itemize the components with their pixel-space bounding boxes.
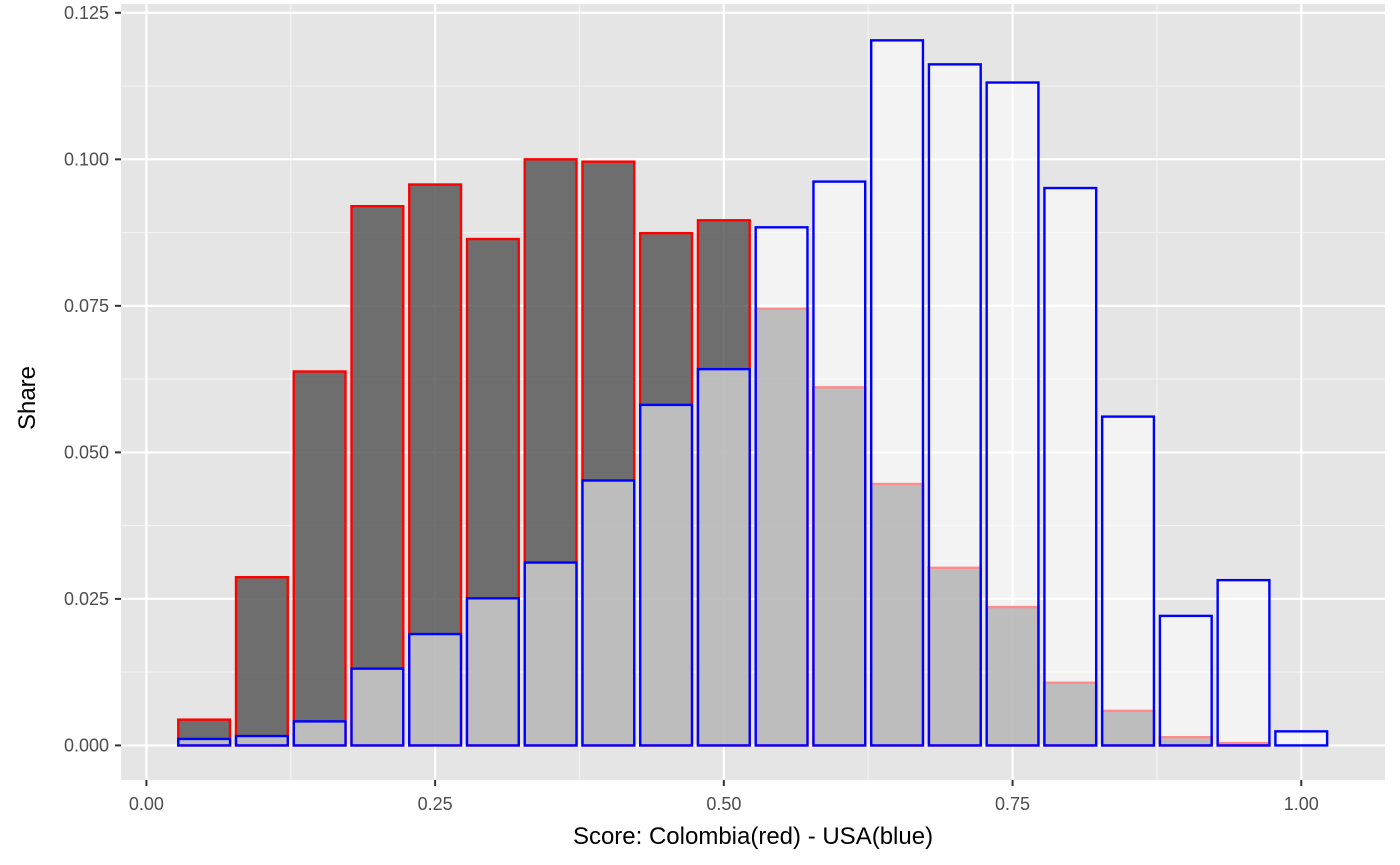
usa-bar xyxy=(350,667,405,747)
usa-bar xyxy=(639,403,694,747)
x-tick-label: 1.00 xyxy=(1284,794,1319,814)
usa-series xyxy=(177,39,1329,747)
usa-bar xyxy=(408,632,463,747)
usa-bar xyxy=(1100,415,1156,747)
usa-bar xyxy=(869,39,925,747)
usa-bar xyxy=(581,479,636,747)
usa-bar xyxy=(927,63,982,747)
x-tick-label: 0.75 xyxy=(995,794,1030,814)
usa-bar xyxy=(1274,730,1329,747)
x-axis-title: Score: Colombia(red) - USA(blue) xyxy=(573,823,933,850)
usa-bar xyxy=(465,597,520,747)
x-tick-label: 0.25 xyxy=(418,794,453,814)
y-tick-label: 0.050 xyxy=(64,442,109,462)
usa-bar xyxy=(523,561,578,747)
usa-bar xyxy=(696,367,751,747)
y-tick-label: 0.025 xyxy=(64,589,109,609)
y-tick-label: 0.075 xyxy=(64,296,109,316)
x-tick-label: 0.50 xyxy=(706,794,741,814)
usa-bar xyxy=(177,737,232,747)
y-axis-title: Share xyxy=(14,366,41,430)
usa-bar xyxy=(1043,186,1098,747)
y-tick-label: 0.100 xyxy=(64,149,109,169)
axis-ticks xyxy=(115,11,1303,786)
colombia-bar xyxy=(234,576,289,747)
usa-bar xyxy=(1158,614,1213,747)
usa-bar xyxy=(754,226,809,747)
y-tick-labels: 0.000 0.025 0.050 0.075 0.100 0.125 xyxy=(64,3,109,756)
y-tick-label: 0.125 xyxy=(64,3,109,23)
x-tick-label: 0.00 xyxy=(129,794,164,814)
usa-bar xyxy=(985,81,1040,747)
y-tick-label: 0.000 xyxy=(64,735,109,755)
colombia-bar xyxy=(350,205,405,747)
usa-bar xyxy=(292,720,347,747)
x-tick-labels: 0.00 0.25 0.50 0.75 1.00 xyxy=(129,794,1319,814)
usa-bar xyxy=(812,180,867,747)
colombia-bar xyxy=(292,370,347,747)
usa-bar xyxy=(1216,578,1271,747)
usa-bar xyxy=(234,734,289,747)
